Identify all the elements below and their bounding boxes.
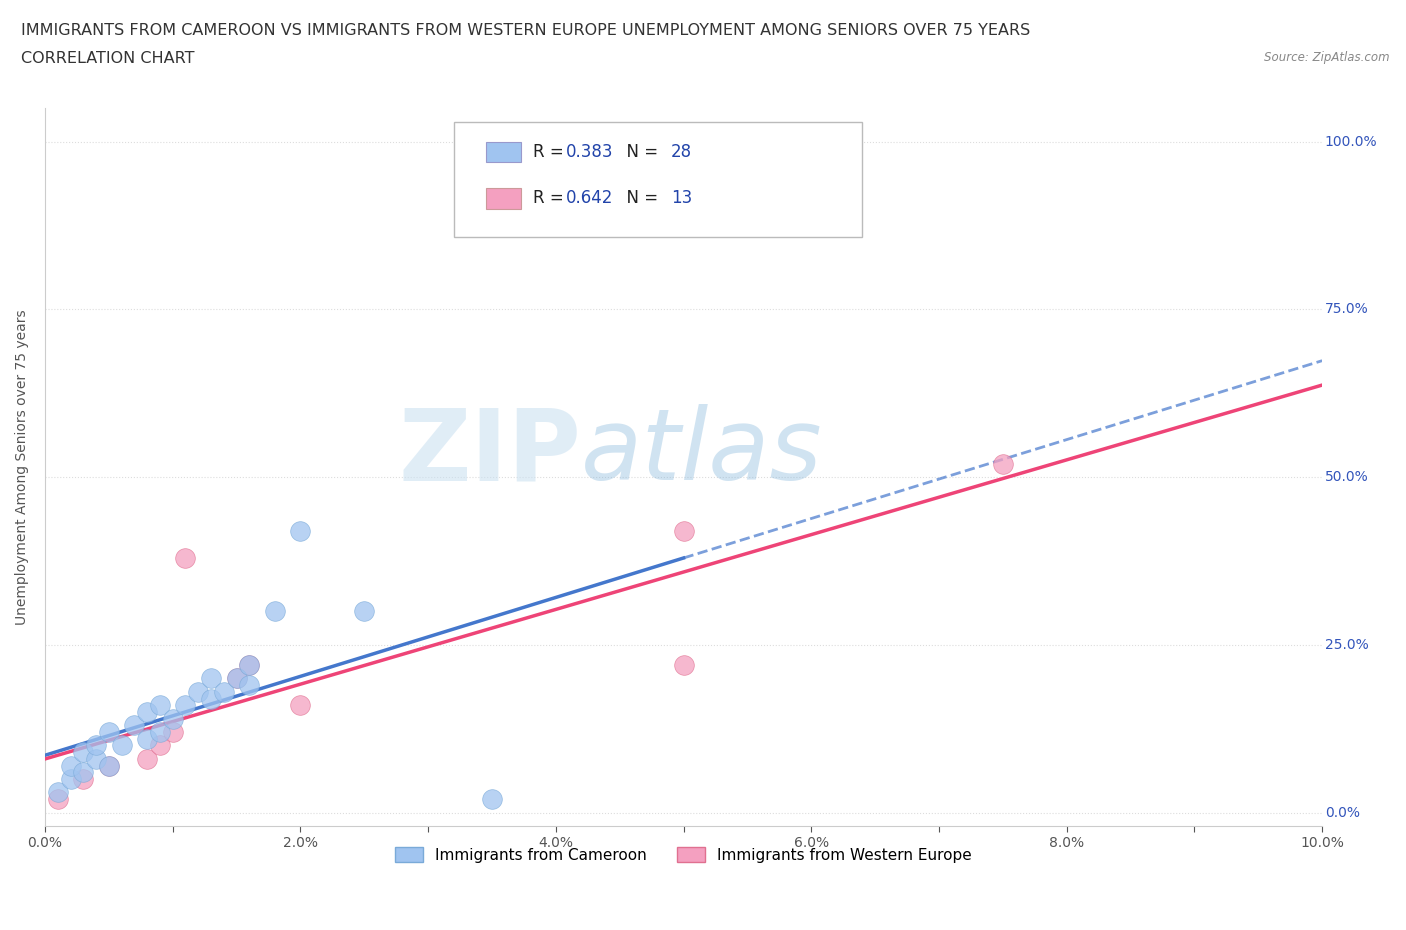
Legend: Immigrants from Cameroon, Immigrants from Western Europe: Immigrants from Cameroon, Immigrants fro… — [389, 841, 979, 869]
Point — [136, 705, 159, 720]
Point — [97, 758, 120, 773]
Text: Source: ZipAtlas.com: Source: ZipAtlas.com — [1264, 51, 1389, 64]
Bar — [485, 141, 522, 162]
Point — [353, 604, 375, 618]
Point — [290, 698, 312, 712]
Point — [136, 731, 159, 746]
Text: atlas: atlas — [581, 405, 823, 501]
Point — [174, 551, 197, 565]
Point — [136, 751, 159, 766]
Point — [174, 698, 197, 712]
Text: 0.642: 0.642 — [567, 190, 613, 207]
Text: 100.0%: 100.0% — [1324, 135, 1378, 149]
Text: CORRELATION CHART: CORRELATION CHART — [21, 51, 194, 66]
Point — [238, 678, 260, 693]
Bar — [485, 189, 522, 208]
Text: R =: R = — [533, 190, 569, 207]
Point — [72, 772, 94, 787]
Point — [238, 658, 260, 672]
Text: 28: 28 — [671, 143, 692, 161]
Text: 25.0%: 25.0% — [1324, 638, 1368, 652]
Point — [200, 691, 222, 706]
Text: 13: 13 — [671, 190, 692, 207]
Point — [46, 791, 69, 806]
Point — [46, 785, 69, 800]
Text: 50.0%: 50.0% — [1324, 470, 1368, 485]
Point — [59, 758, 82, 773]
Text: ZIP: ZIP — [398, 405, 581, 501]
Point — [97, 758, 120, 773]
Point — [72, 764, 94, 779]
Point — [162, 711, 184, 726]
Point — [672, 658, 695, 672]
Text: 0.0%: 0.0% — [1324, 805, 1360, 819]
Point — [238, 658, 260, 672]
Point — [84, 738, 107, 753]
Text: 0.383: 0.383 — [567, 143, 613, 161]
Point — [200, 671, 222, 685]
Point — [225, 671, 247, 685]
FancyBboxPatch shape — [454, 123, 862, 237]
Point — [162, 724, 184, 739]
Text: IMMIGRANTS FROM CAMEROON VS IMMIGRANTS FROM WESTERN EUROPE UNEMPLOYMENT AMONG SE: IMMIGRANTS FROM CAMEROON VS IMMIGRANTS F… — [21, 23, 1031, 38]
Point — [97, 724, 120, 739]
Point — [110, 738, 132, 753]
Point — [59, 772, 82, 787]
Point — [187, 684, 209, 699]
Point — [149, 724, 172, 739]
Point — [672, 524, 695, 538]
Point — [263, 604, 285, 618]
Point — [72, 745, 94, 760]
Point — [225, 671, 247, 685]
Point — [290, 524, 312, 538]
Point — [149, 738, 172, 753]
Text: 75.0%: 75.0% — [1324, 302, 1368, 316]
Text: N =: N = — [616, 143, 664, 161]
Point — [481, 791, 503, 806]
Y-axis label: Unemployment Among Seniors over 75 years: Unemployment Among Seniors over 75 years — [15, 309, 30, 625]
Text: N =: N = — [616, 190, 664, 207]
Point — [991, 457, 1014, 472]
Point — [212, 684, 235, 699]
Point — [124, 718, 146, 733]
Point — [149, 698, 172, 712]
Text: R =: R = — [533, 143, 569, 161]
Point — [84, 751, 107, 766]
